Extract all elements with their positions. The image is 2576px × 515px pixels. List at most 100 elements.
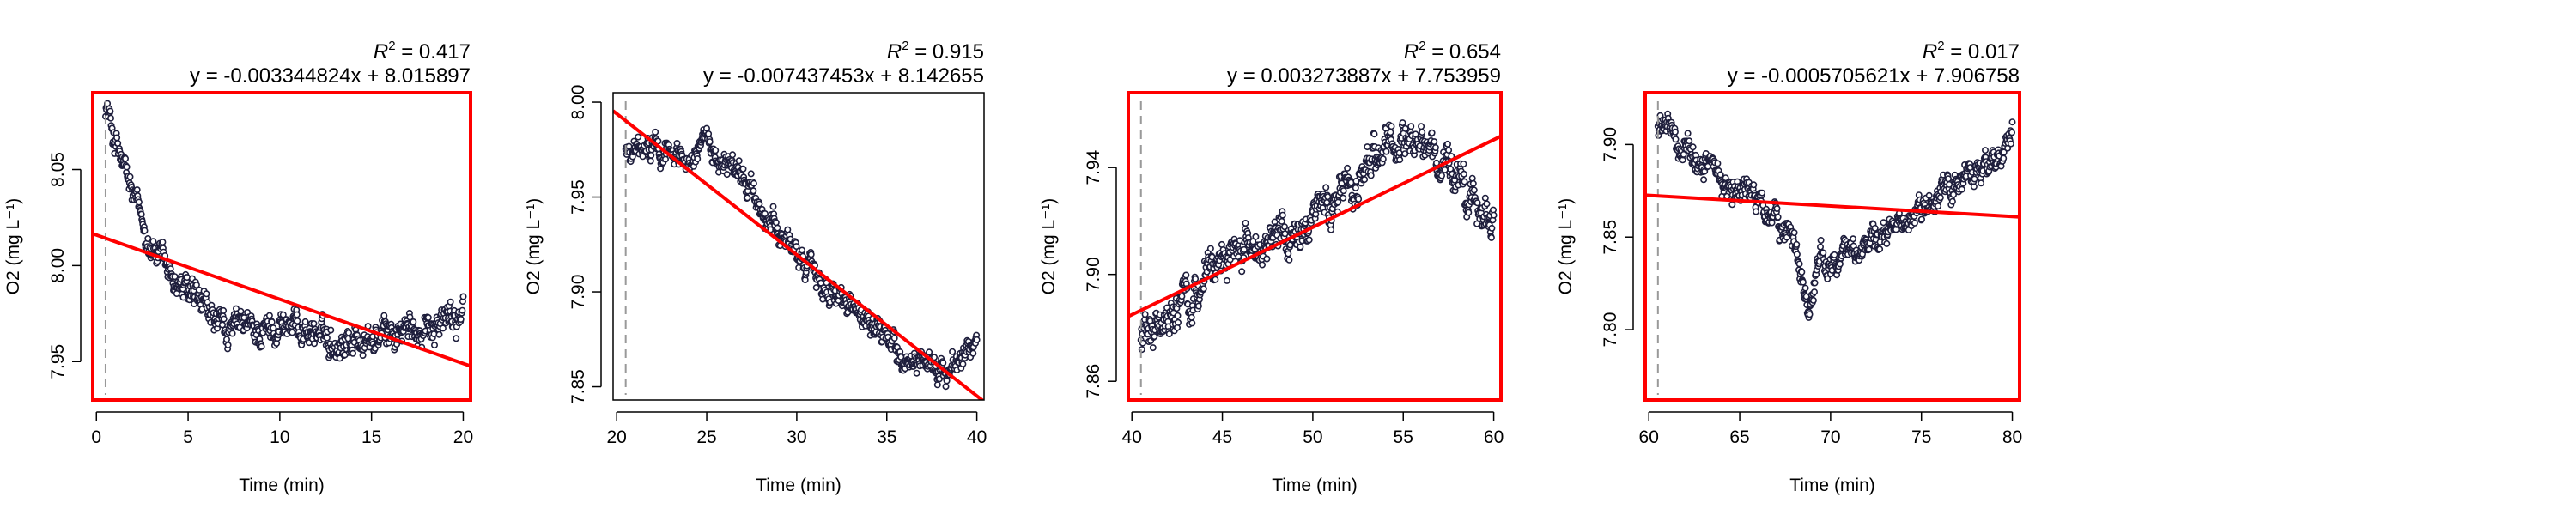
data-point xyxy=(268,318,276,326)
data-point xyxy=(453,335,460,342)
data-point xyxy=(694,155,702,163)
x-axis: 60 65 70 75 80 xyxy=(1639,411,2022,447)
data-point xyxy=(1188,319,1196,327)
data-point xyxy=(913,369,920,377)
data-point xyxy=(1281,230,1289,238)
data-point xyxy=(1798,268,1806,276)
data-point xyxy=(301,318,309,325)
regression-line xyxy=(93,232,471,368)
y-axis: 7.80 7.85 7.90 xyxy=(1601,127,1634,348)
data-point xyxy=(258,342,265,350)
y-tick-label: 7.86 xyxy=(1084,364,1103,399)
x-tick-label: 30 xyxy=(787,427,806,447)
y-tick-label: 8.00 xyxy=(48,248,68,283)
x-tick-label: 35 xyxy=(877,427,896,447)
data-point xyxy=(1958,185,1965,193)
data-point xyxy=(1419,129,1426,136)
data-point xyxy=(1811,288,1819,296)
data-point xyxy=(1401,150,1409,158)
r-squared-superscript: 2 xyxy=(1419,39,1425,53)
data-point xyxy=(744,194,751,202)
data-point xyxy=(931,354,939,361)
data-point xyxy=(1352,184,1359,191)
data-point xyxy=(1138,346,1145,354)
data-point xyxy=(729,151,737,159)
data-point xyxy=(1388,123,1395,130)
data-point xyxy=(1206,245,1214,252)
regression-line xyxy=(613,109,984,400)
x-axis: 20 25 30 35 40 xyxy=(607,411,987,447)
data-point xyxy=(1824,275,1832,282)
data-point xyxy=(310,320,318,328)
data-point xyxy=(1263,255,1271,263)
data-point xyxy=(289,329,296,336)
data-point xyxy=(1223,276,1230,284)
data-point xyxy=(1285,250,1292,258)
data-point xyxy=(807,251,815,258)
data-point xyxy=(1418,123,1425,130)
r-squared-value: = 0.654 xyxy=(1426,40,1501,64)
data-point xyxy=(772,219,780,227)
data-point xyxy=(1445,147,1453,154)
data-point xyxy=(1192,275,1200,282)
data-point xyxy=(430,342,438,349)
x-tick-label: 20 xyxy=(607,427,627,447)
x-axis: 0 5 10 15 20 xyxy=(91,411,473,447)
data-point xyxy=(1468,174,1476,182)
r-squared-superscript: 2 xyxy=(1937,39,1944,53)
data-point xyxy=(310,340,318,348)
data-point xyxy=(1252,233,1260,240)
data-point xyxy=(769,203,777,210)
data-point xyxy=(107,114,115,122)
data-point xyxy=(133,186,141,194)
data-point xyxy=(1950,191,1958,198)
data-point xyxy=(1671,128,1679,136)
data-point xyxy=(1279,211,1286,219)
data-point xyxy=(1970,183,1978,191)
data-points xyxy=(1654,110,2016,321)
data-point xyxy=(1831,251,1838,258)
data-point xyxy=(1978,179,1985,187)
x-tick-label: 20 xyxy=(453,427,473,447)
data-point xyxy=(1428,129,1436,136)
y-tick-label: 7.95 xyxy=(48,344,68,379)
r-squared-label: R2 = 0.654 xyxy=(1404,39,1501,64)
data-point xyxy=(1194,302,1202,310)
data-point xyxy=(1322,184,1330,191)
data-point xyxy=(1370,130,1378,138)
x-tick-label: 40 xyxy=(967,427,987,447)
data-point xyxy=(1396,156,1404,164)
y-axis-label: O2 (mg L⁻¹) xyxy=(1556,198,1576,295)
data-point xyxy=(222,336,230,343)
data-point xyxy=(1178,293,1186,300)
data-point xyxy=(459,306,466,314)
x-tick-label: 50 xyxy=(1303,427,1322,447)
r-symbol: R xyxy=(374,40,388,64)
data-point xyxy=(1801,284,1809,292)
data-point xyxy=(750,179,757,187)
r-squared-label: R2 = 0.915 xyxy=(887,39,984,64)
data-point xyxy=(1686,137,1693,145)
data-point xyxy=(171,273,179,281)
regression-equation: y = -0.003344824x + 8.015897 xyxy=(190,64,471,88)
data-point xyxy=(949,348,957,355)
data-point xyxy=(144,234,152,242)
y-tick-label: 7.80 xyxy=(1601,312,1620,348)
data-point xyxy=(969,349,977,357)
data-point xyxy=(1672,136,1680,143)
data-point xyxy=(135,198,143,206)
data-point xyxy=(141,227,149,234)
r-squared-superscript: 2 xyxy=(388,39,395,53)
data-point xyxy=(1379,155,1387,163)
data-point xyxy=(1285,256,1293,264)
data-point xyxy=(1806,311,1814,318)
data-points xyxy=(622,124,981,391)
x-tick-label: 55 xyxy=(1394,427,1413,447)
y-tick-label: 7.95 xyxy=(568,179,588,215)
data-point xyxy=(1212,276,1219,283)
regression-line xyxy=(1645,193,2020,219)
x-tick-label: 0 xyxy=(91,427,101,447)
y-tick-label: 8.05 xyxy=(48,152,68,187)
data-point xyxy=(1461,178,1468,185)
